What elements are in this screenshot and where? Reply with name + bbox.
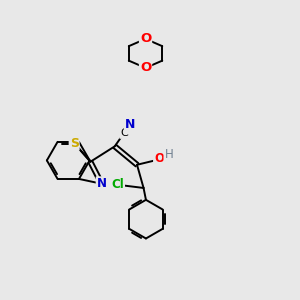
Text: N: N — [97, 177, 106, 190]
Text: Cl: Cl — [111, 178, 124, 191]
Text: S: S — [70, 137, 79, 150]
Text: C: C — [120, 128, 128, 138]
Text: H: H — [164, 148, 173, 161]
Text: O: O — [140, 61, 151, 74]
Text: O: O — [140, 32, 151, 45]
Text: O: O — [154, 152, 164, 165]
Text: N: N — [125, 118, 135, 131]
